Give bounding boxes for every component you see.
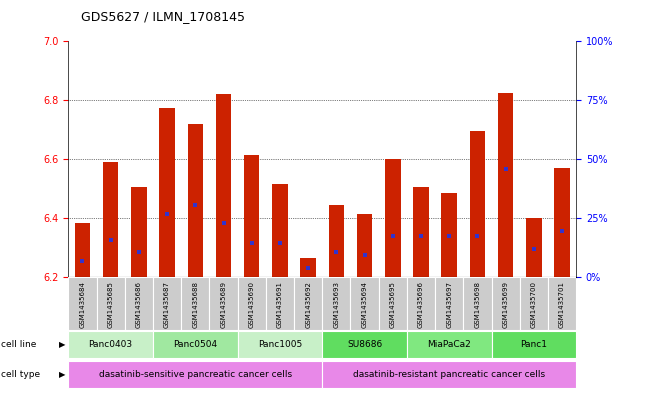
Text: ▶: ▶: [59, 370, 65, 379]
FancyBboxPatch shape: [125, 277, 153, 330]
FancyBboxPatch shape: [294, 277, 322, 330]
Text: cell type: cell type: [1, 370, 40, 379]
FancyBboxPatch shape: [464, 277, 492, 330]
Text: Panc0403: Panc0403: [89, 340, 133, 349]
FancyBboxPatch shape: [435, 277, 464, 330]
Bar: [159, 108, 175, 277]
Text: GSM1435698: GSM1435698: [475, 281, 480, 328]
Bar: [385, 159, 400, 277]
Bar: [469, 131, 485, 277]
FancyBboxPatch shape: [548, 277, 576, 330]
Text: SU8686: SU8686: [347, 340, 382, 349]
Text: GSM1435687: GSM1435687: [164, 281, 170, 328]
Text: ▶: ▶: [59, 340, 65, 349]
Text: GSM1435688: GSM1435688: [192, 281, 199, 328]
FancyBboxPatch shape: [492, 277, 519, 330]
Text: dasatinib-sensitive pancreatic cancer cells: dasatinib-sensitive pancreatic cancer ce…: [99, 370, 292, 379]
FancyBboxPatch shape: [68, 331, 153, 358]
FancyBboxPatch shape: [407, 331, 492, 358]
Bar: [75, 222, 90, 277]
Text: dasatinib-resistant pancreatic cancer cells: dasatinib-resistant pancreatic cancer ce…: [353, 370, 546, 379]
Bar: [187, 124, 203, 277]
FancyBboxPatch shape: [350, 277, 379, 330]
FancyBboxPatch shape: [379, 277, 407, 330]
FancyBboxPatch shape: [96, 277, 125, 330]
Text: GSM1435694: GSM1435694: [361, 281, 368, 328]
Text: cell line: cell line: [1, 340, 36, 349]
Text: GSM1435685: GSM1435685: [107, 281, 114, 328]
Text: GSM1435689: GSM1435689: [221, 281, 227, 328]
Bar: [526, 218, 542, 277]
Text: GSM1435697: GSM1435697: [446, 281, 452, 328]
Bar: [554, 168, 570, 277]
Text: GSM1435696: GSM1435696: [418, 281, 424, 328]
Bar: [244, 155, 260, 277]
Bar: [357, 214, 372, 277]
Text: GSM1435699: GSM1435699: [503, 281, 508, 328]
FancyBboxPatch shape: [322, 331, 407, 358]
FancyBboxPatch shape: [492, 331, 576, 358]
FancyBboxPatch shape: [68, 277, 96, 330]
Text: GDS5627 / ILMN_1708145: GDS5627 / ILMN_1708145: [81, 10, 245, 23]
Text: Panc1: Panc1: [520, 340, 547, 349]
Bar: [300, 258, 316, 277]
Text: GSM1435684: GSM1435684: [79, 281, 85, 328]
FancyBboxPatch shape: [181, 277, 210, 330]
Bar: [131, 187, 146, 277]
FancyBboxPatch shape: [153, 331, 238, 358]
Bar: [215, 94, 231, 277]
Text: GSM1435693: GSM1435693: [333, 281, 339, 328]
Bar: [272, 184, 288, 277]
Text: GSM1435700: GSM1435700: [531, 281, 537, 328]
FancyBboxPatch shape: [322, 277, 350, 330]
FancyBboxPatch shape: [407, 277, 435, 330]
Bar: [441, 193, 457, 277]
Text: GSM1435691: GSM1435691: [277, 281, 283, 328]
FancyBboxPatch shape: [238, 277, 266, 330]
FancyBboxPatch shape: [153, 277, 181, 330]
Bar: [498, 93, 514, 277]
Text: MiaPaCa2: MiaPaCa2: [427, 340, 471, 349]
Bar: [103, 162, 118, 277]
Text: GSM1435701: GSM1435701: [559, 281, 565, 328]
FancyBboxPatch shape: [68, 361, 322, 388]
Text: Panc1005: Panc1005: [258, 340, 302, 349]
FancyBboxPatch shape: [238, 331, 322, 358]
Bar: [329, 205, 344, 277]
FancyBboxPatch shape: [210, 277, 238, 330]
FancyBboxPatch shape: [266, 277, 294, 330]
Text: Panc0504: Panc0504: [173, 340, 217, 349]
Text: GSM1435695: GSM1435695: [390, 281, 396, 328]
Text: GSM1435690: GSM1435690: [249, 281, 255, 328]
Text: GSM1435686: GSM1435686: [136, 281, 142, 328]
Bar: [413, 187, 429, 277]
FancyBboxPatch shape: [519, 277, 548, 330]
Text: GSM1435692: GSM1435692: [305, 281, 311, 328]
FancyBboxPatch shape: [322, 361, 576, 388]
